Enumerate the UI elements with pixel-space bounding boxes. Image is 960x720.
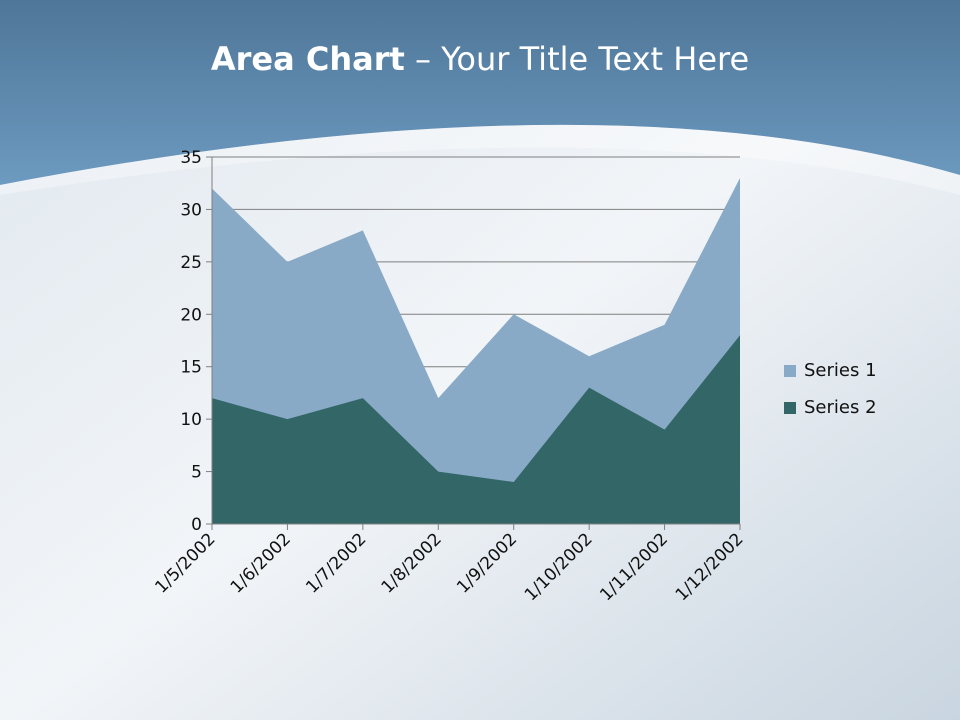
legend-series-2: Series 2 xyxy=(784,397,877,418)
y-tick-label: 25 xyxy=(180,253,202,273)
y-tick-label: 15 xyxy=(180,358,202,378)
x-tick-label: 1/5/2002 xyxy=(151,529,219,597)
legend-label: Series 1 xyxy=(804,360,877,381)
x-tick-label: 1/9/2002 xyxy=(453,529,521,597)
legend-swatch xyxy=(784,401,796,414)
x-tick-label: 1/8/2002 xyxy=(378,529,446,597)
legend-label: Series 2 xyxy=(804,397,877,418)
y-tick-label: 30 xyxy=(180,200,202,220)
x-tick-label: 1/10/2002 xyxy=(521,529,597,605)
x-tick-label: 1/11/2002 xyxy=(596,529,672,605)
x-tick-label: 1/6/2002 xyxy=(227,529,295,597)
y-tick-label: 35 xyxy=(180,148,202,168)
title-bold: Area Chart xyxy=(210,40,405,78)
legend-series-1: Series 1 xyxy=(784,360,877,381)
legend-swatch xyxy=(784,364,796,377)
y-tick-label: 20 xyxy=(180,305,202,325)
y-tick-label: 0 xyxy=(191,515,202,535)
y-tick-label: 5 xyxy=(191,463,202,483)
x-tick-label: 1/7/2002 xyxy=(302,529,370,597)
area-series-2 xyxy=(212,335,740,524)
x-tick-label: 1/12/2002 xyxy=(672,529,748,605)
y-tick-label: 10 xyxy=(180,410,202,430)
title-rest: – Your Title Text Here xyxy=(404,40,750,78)
slide-title: Area Chart – Your Title Text Here xyxy=(0,40,960,78)
